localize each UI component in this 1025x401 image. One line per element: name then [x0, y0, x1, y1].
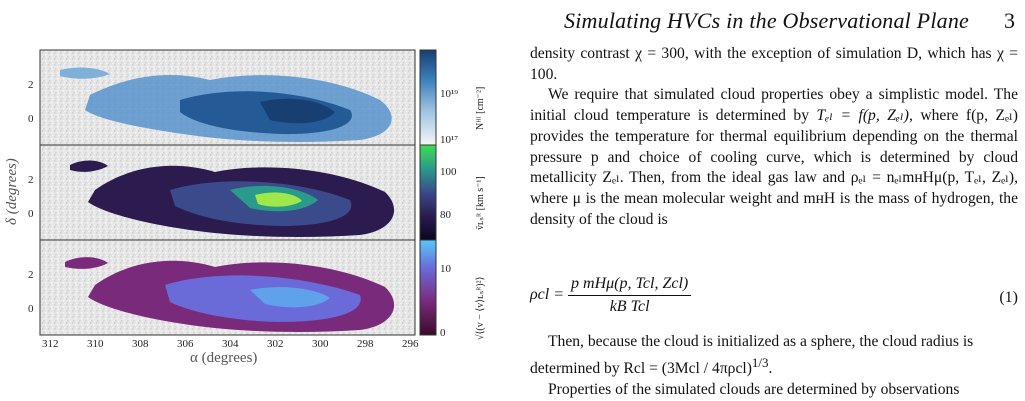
- body-text-after: Then, because the cloud is initialized a…: [530, 332, 1018, 400]
- paragraph-2: We require that simulated cloud properti…: [530, 85, 1018, 230]
- cb1-tick-low: 10¹⁷: [440, 134, 458, 146]
- x-tick-label: 306: [177, 338, 194, 350]
- paragraph-3: Then, because the cloud is initialized a…: [530, 333, 974, 377]
- x-tick-label: 308: [132, 338, 149, 350]
- paragraph-3a: Then, because the cloud is initialized a…: [530, 333, 974, 377]
- cb1-label: Nᴴᴵ [cm⁻²]: [475, 87, 486, 130]
- paragraph-2-math: Tₑₗ = f(p, Zₑₗ): [816, 107, 909, 125]
- eq-lhs: ρcl =: [530, 286, 565, 304]
- x-tick-label: 302: [267, 338, 284, 350]
- y-tick-p2-0: 0: [28, 208, 34, 220]
- panel-velocity-dispersion: [39, 239, 416, 336]
- x-tick-label: 310: [87, 338, 104, 350]
- panel-mean-velocity: [39, 144, 416, 241]
- y-axis-label: δ (degrees): [4, 158, 20, 225]
- colorbar-mean-velocity: [419, 144, 437, 241]
- page-number: 3: [1004, 8, 1015, 33]
- y-tick-p2-2: 2: [28, 174, 34, 186]
- running-title: Simulating HVCs in the Observational Pla…: [564, 8, 969, 33]
- equation-1: ρcl = p mHμ(p, Tcl, Zcl) kB Tcl (1): [530, 275, 1018, 325]
- cb1-tick-high: 10¹⁹: [440, 88, 458, 100]
- y-tick-p1-0: 0: [28, 113, 34, 125]
- paragraph-2a: We require that simulated cloud properti…: [530, 86, 1018, 125]
- x-tick-label: 300: [312, 338, 329, 350]
- x-axis-label: α (degrees): [190, 350, 257, 366]
- eq-fraction: p mHμ(p, Tcl, Zcl) kB Tcl: [568, 275, 692, 316]
- running-header: Simulating HVCs in the Observational Pla…: [510, 8, 1015, 38]
- paragraph-3-exponent: 1/3: [751, 354, 769, 370]
- colorbar-velocity-dispersion: [419, 239, 437, 336]
- y-tick-p3-2: 2: [28, 269, 34, 281]
- y-tick-p3-0: 0: [28, 303, 34, 315]
- paragraph-1: density contrast χ = 300, with the excep…: [530, 45, 1018, 83]
- x-tick-label: 296: [402, 338, 419, 350]
- eq-numerator: p mHμ(p, Tcl, Zcl): [568, 275, 692, 296]
- eq-denominator: kB Tcl: [609, 298, 650, 315]
- body-text: density contrast χ = 300, with the excep…: [530, 44, 1018, 230]
- x-tick-label: 298: [357, 338, 374, 350]
- cb3-tick-low: 0: [440, 327, 446, 339]
- paragraph-2c: , where f(p, Zₑₗ) provides the temperatu…: [530, 107, 1018, 228]
- cb3-tick-high: 10: [440, 263, 452, 275]
- cb2-tick-low: 80: [440, 209, 452, 221]
- cb3-label: √⟨(v − ⟨v⟩ʟₛᴿ)²⟩: [475, 276, 486, 340]
- panel-column-density: [39, 49, 416, 146]
- paragraph-4: Properties of the simulated clouds are d…: [548, 380, 960, 398]
- eq-number: (1): [999, 289, 1018, 306]
- figure-svg: 10¹⁹ 10¹⁷ 100 80 10 0 Nᴴᴵ [cm⁻²] v̄ʟₛᴿ […: [4, 49, 486, 366]
- colorbar-column-density: [419, 49, 437, 146]
- figure-hvc-maps: 10¹⁹ 10¹⁷ 100 80 10 0 Nᴴᴵ [cm⁻²] v̄ʟₛᴿ […: [0, 40, 500, 370]
- cb2-label: v̄ʟₛᴿ [km s⁻¹]: [475, 176, 486, 230]
- x-tick-label: 304: [222, 338, 239, 350]
- x-tick-label: 312: [42, 338, 59, 350]
- y-tick-p1-2: 2: [28, 79, 34, 91]
- cb2-tick-high: 100: [440, 166, 457, 178]
- x-ticks: 312 310 308 306 304 302 300 298 296: [42, 338, 419, 350]
